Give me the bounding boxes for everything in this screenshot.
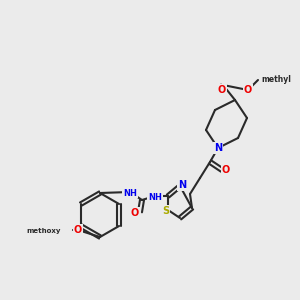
Text: O: O [222, 165, 230, 175]
Text: methyl: methyl [261, 76, 291, 85]
Text: O: O [74, 225, 82, 235]
Text: S: S [162, 206, 169, 216]
Text: O: O [131, 208, 139, 218]
Text: methoxy: methoxy [26, 228, 61, 234]
Text: O: O [244, 85, 252, 95]
Text: O: O [218, 85, 226, 95]
Text: NH: NH [123, 188, 137, 197]
Text: NH: NH [148, 193, 162, 202]
Text: N: N [178, 180, 186, 190]
Text: N: N [214, 143, 222, 153]
